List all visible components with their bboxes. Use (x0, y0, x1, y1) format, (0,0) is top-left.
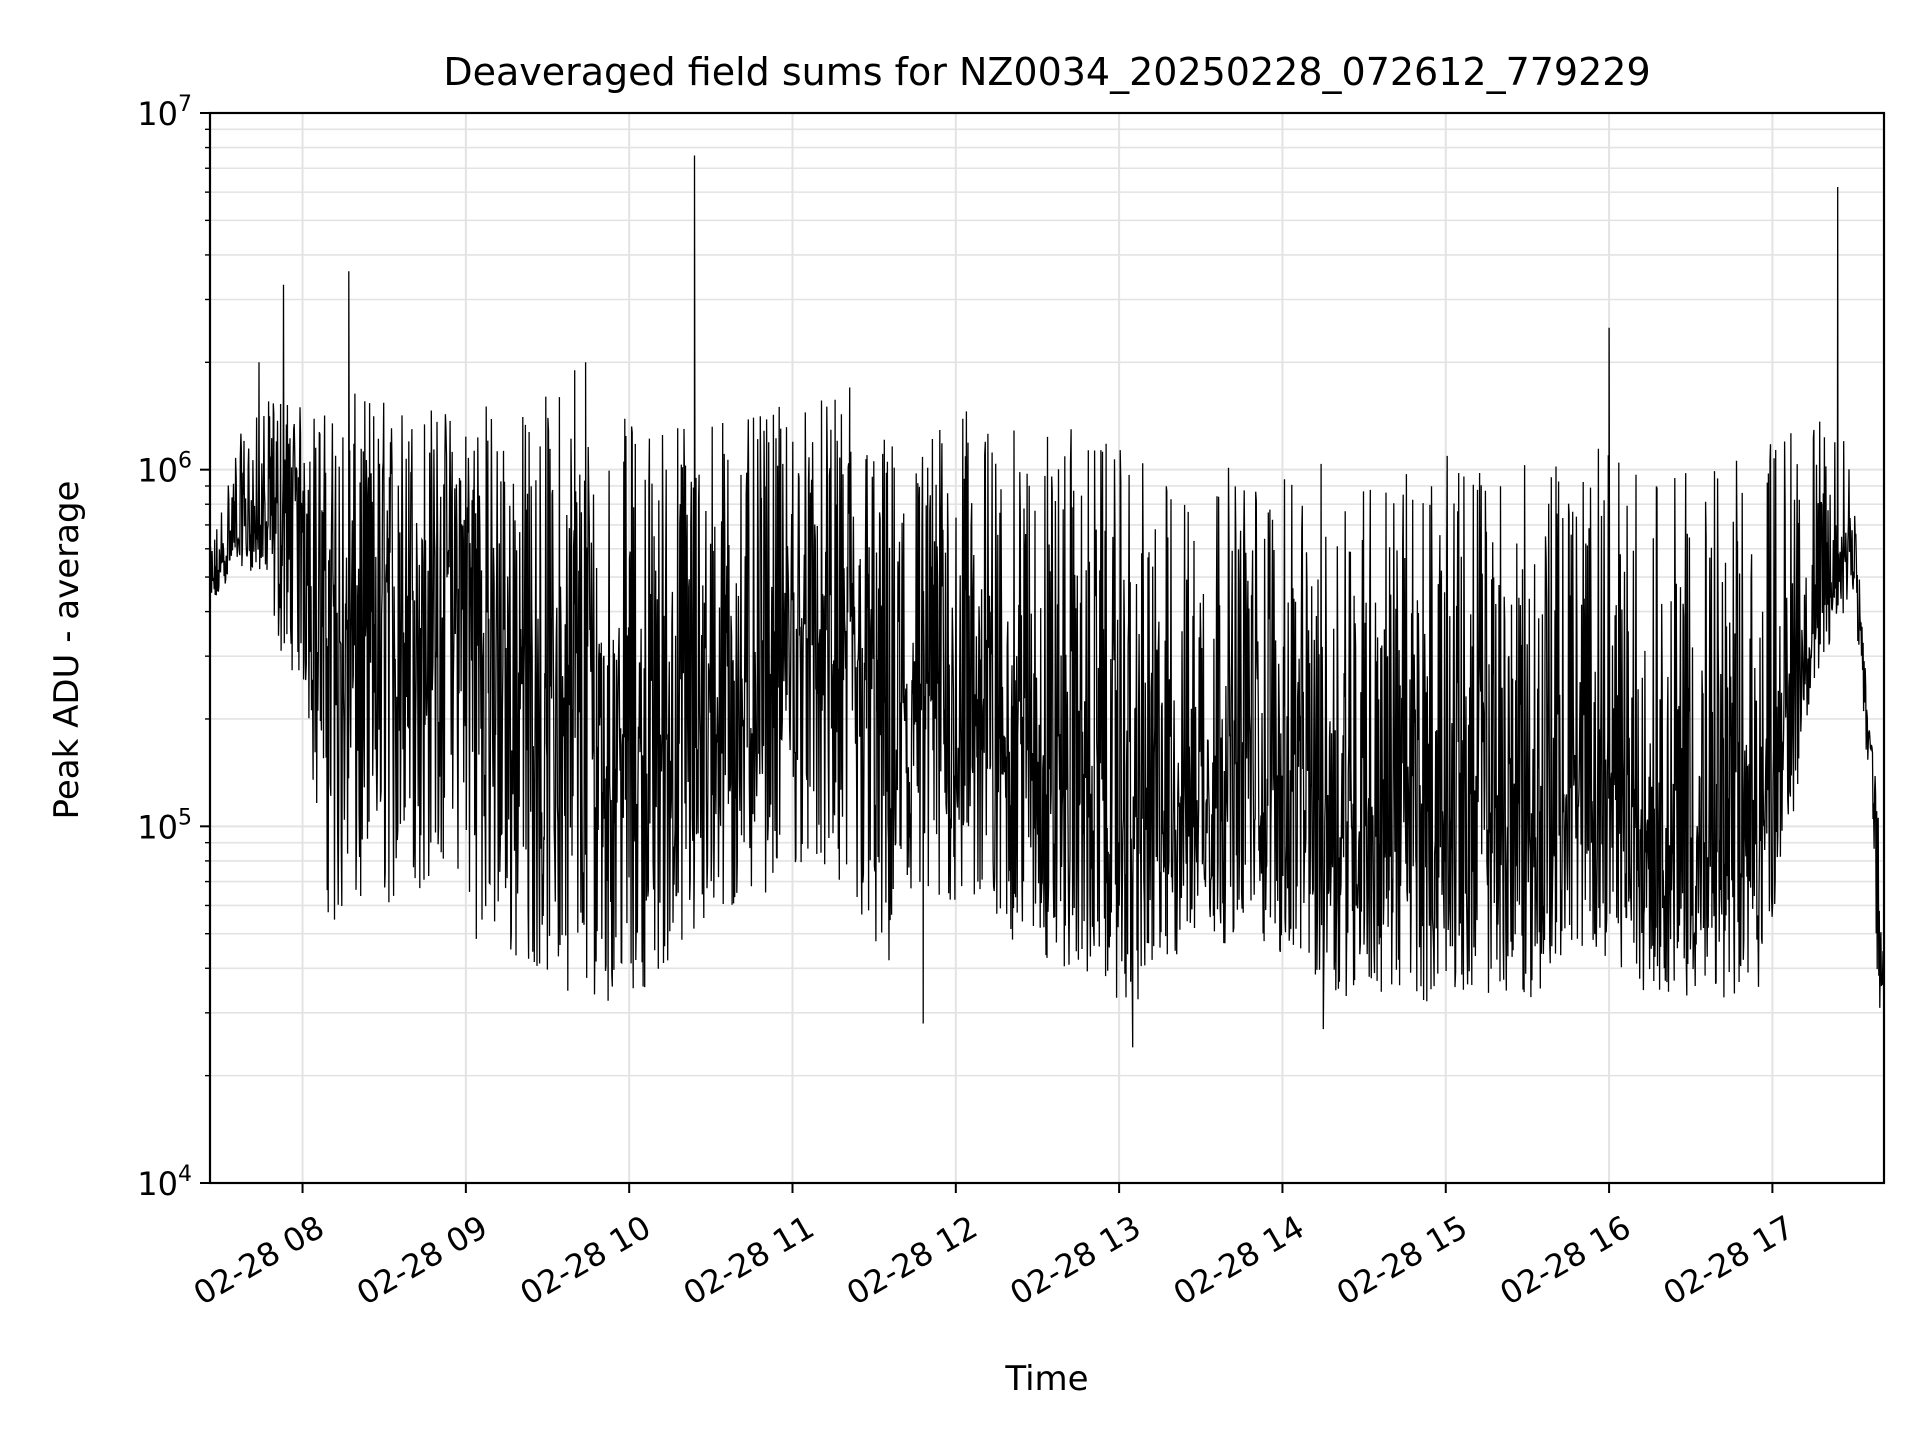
y-tick-label: 106 (137, 449, 192, 490)
plot-frame (208, 111, 1886, 1185)
x-axis-label: Time (1004, 1359, 1088, 1399)
y-tick-label: 105 (137, 805, 192, 846)
y-axis: 104 105 106 107 (137, 92, 210, 1203)
y-tick-label: 104 (137, 1162, 192, 1203)
data-line-layer (209, 155, 1885, 1048)
chart-title: Deaveraged field sums for NZ0034_2025022… (443, 50, 1650, 94)
y-axis-label: Peak ADU - average (47, 481, 87, 820)
data-line (209, 155, 1885, 1048)
y-tick-label: 107 (137, 92, 192, 133)
